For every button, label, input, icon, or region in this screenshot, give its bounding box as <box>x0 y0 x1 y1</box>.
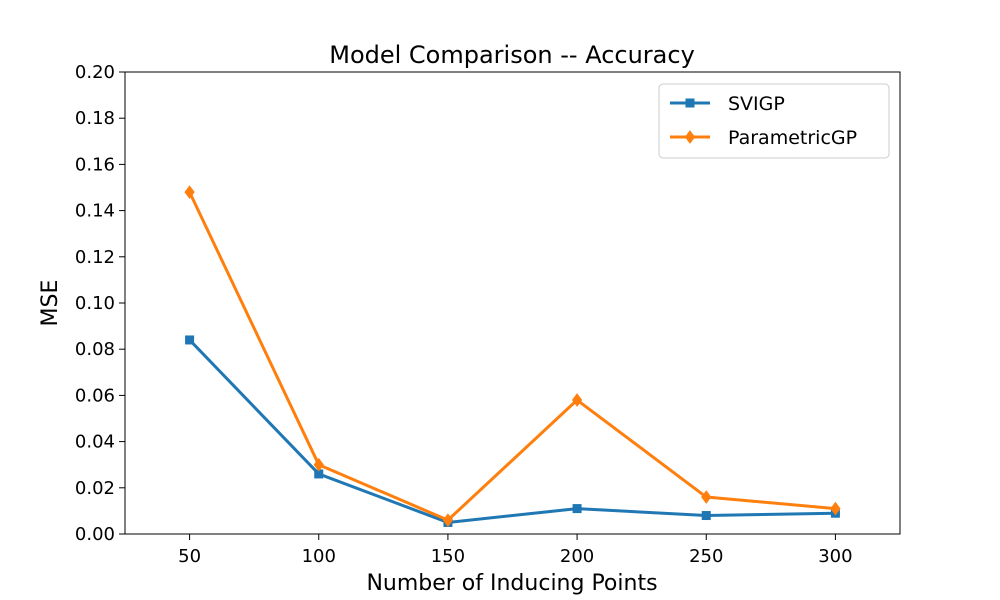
y-tick-label: 0.12 <box>75 247 115 268</box>
legend-label: SVIGP <box>728 93 785 115</box>
x-tick-label: 300 <box>818 546 852 567</box>
data-point <box>571 393 583 407</box>
legend-label: ParametricGP <box>728 127 857 149</box>
y-tick-label: 0.20 <box>75 62 115 83</box>
data-point <box>701 490 712 504</box>
data-point <box>442 513 454 527</box>
y-axis-label: MSE <box>38 280 63 327</box>
data-point <box>184 185 195 199</box>
y-tick-label: 0.06 <box>75 385 115 406</box>
x-tick-label: 150 <box>431 546 465 567</box>
legend-marker <box>685 98 695 108</box>
y-tick-label: 0.08 <box>75 339 115 360</box>
y-tick-label: 0.10 <box>75 293 115 314</box>
y-tick-label: 0.00 <box>75 524 115 545</box>
data-point <box>830 501 841 516</box>
series-line <box>188 338 837 524</box>
y-tick-label: 0.04 <box>75 432 115 453</box>
y-tick-label: 0.02 <box>75 478 115 499</box>
series-line <box>188 190 837 522</box>
data-point <box>313 457 324 472</box>
x-tick-label: 200 <box>560 546 594 567</box>
legend-marker <box>684 130 696 144</box>
data-point <box>701 511 711 521</box>
x-tick-label: 100 <box>302 546 336 567</box>
chart-title: Model Comparison -- Accuracy <box>329 41 695 69</box>
legend-box <box>658 83 890 159</box>
data-point <box>185 335 195 345</box>
y-tick-label: 0.18 <box>75 108 115 129</box>
x-axis-label: Number of Inducing Points <box>366 571 657 596</box>
x-tick-label: 250 <box>689 546 723 567</box>
y-tick-label: 0.14 <box>75 201 115 222</box>
x-tick-label: 50 <box>178 546 201 567</box>
y-tick-label: 0.16 <box>75 154 115 175</box>
legend: SVIGP ParametricGP <box>658 83 890 159</box>
data-point <box>572 504 582 514</box>
plot-area: 50 100 150 200 250 300 0.00 0.02 0.04 0.06 0.08 0.1… <box>75 62 901 567</box>
